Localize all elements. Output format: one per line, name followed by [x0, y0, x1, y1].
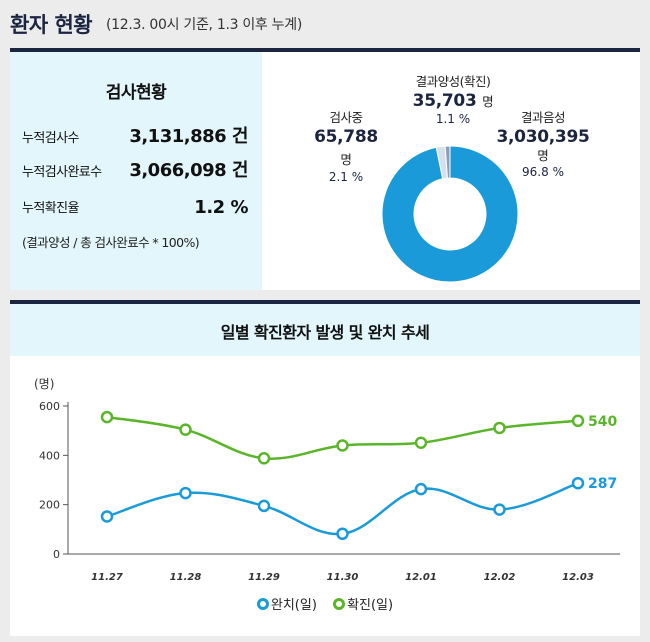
- series-line-0: [106, 482, 579, 536]
- positive-rate-label: 누적확진율: [22, 201, 79, 216]
- positive-rate-row: 누적확진율 1.2 %: [22, 194, 254, 218]
- y-tick-label-600: 600: [39, 400, 60, 413]
- x-tick-label-11.28: 11.28: [170, 572, 202, 583]
- testing-summary-box: 검사현황 누적검사수 3,131,886 건 누적검사완료수 3,066,098…: [10, 52, 262, 290]
- pie-label-testing-value: 65,788 명: [314, 127, 378, 168]
- pie-label-positive-percent: 1.1 %: [435, 112, 471, 127]
- positive-rate-value: 1.2 %: [194, 197, 248, 218]
- legend-item-recovered: 완치(일): [256, 594, 317, 613]
- daily-trend-panel: 일별 확진환자 발생 및 완치 추세 (명) 0 200 400 600 11.27 11.…: [10, 300, 640, 636]
- cumulative-tests-label: 누적검사수: [22, 131, 79, 146]
- legend-item-confirmed: 확진(일): [333, 594, 393, 613]
- series-1-point-12.03: [571, 414, 585, 428]
- cumulative-tests-value: 3,131,886 건: [129, 126, 248, 147]
- pie-label-positive-name: 결과양성(확진): [415, 74, 491, 89]
- x-tick-label-11.30: 11.30: [327, 572, 359, 583]
- positive-rate-note: (결과양성 / 총 검사완료수 * 100%): [22, 235, 200, 250]
- test-results-donut-chart: [381, 145, 519, 283]
- legend-confirmed-marker: [333, 598, 346, 610]
- pie-label-testing-percent: 2.1 %: [328, 170, 364, 185]
- page-title: 환자 현황: [10, 13, 93, 37]
- series-0-point-11.28: [179, 486, 192, 500]
- series-0-point-11.29: [257, 499, 271, 513]
- donut-slice-2: [444, 145, 451, 179]
- series-0-point-11.27: [100, 510, 114, 523]
- pie-label-testing: 검사중 65,788 명 2.1 %: [306, 110, 386, 186]
- donut-slice-0: [381, 145, 519, 283]
- y-tick-label-0: 0: [53, 548, 60, 561]
- trend-chart-header: 일별 확진환자 발생 및 완치 추세: [10, 304, 640, 356]
- trend-legend: 완치(일) 확진(일): [10, 594, 640, 618]
- legend-recovered-marker: [256, 598, 269, 610]
- pie-label-negative-name: 결과음성: [520, 110, 566, 125]
- page-subtitle: (12.3. 00시 기준, 1.3 이후 누계): [106, 17, 302, 33]
- series-1-point-11.30: [336, 439, 349, 452]
- series-0-point-12.02: [493, 503, 506, 516]
- series-0-point-11.30: [336, 527, 349, 541]
- series-0-point-12.03: [571, 476, 585, 490]
- pie-label-positive-value: 35,703 명: [412, 91, 494, 112]
- completed-tests-label: 누적검사완료수: [22, 165, 102, 180]
- completed-tests-row: 누적검사완료수 3,066,098 건: [22, 158, 254, 182]
- pie-label-negative-value: 3,030,395: [496, 127, 590, 148]
- x-tick-label-12.03: 12.03: [562, 572, 594, 583]
- x-tick-label-11.27: 11.27: [91, 572, 123, 583]
- completed-tests-value: 3,066,098 건: [129, 160, 248, 181]
- y-axis-label: (명): [34, 377, 54, 391]
- series-1-point-11.27: [100, 410, 114, 424]
- x-tick-label-11.29: 11.29: [248, 572, 280, 583]
- series-0-end-label: 287: [588, 476, 617, 492]
- testing-summary-title: 검사현황: [105, 83, 167, 103]
- series-1-end-label: 540: [588, 414, 617, 430]
- daily-trend-line-chart: (명) 0 200 400 600 11.27 11.28 11.29 11.30 12.01 12…: [34, 377, 620, 583]
- pie-label-negative-percent: 96.8 %: [522, 164, 564, 179]
- pie-label-testing-name: 검사중: [329, 110, 363, 125]
- x-tick-label-12.02: 12.02: [484, 572, 516, 583]
- testing-status-panel: 검사현황 누적검사수 3,131,886 건 누적검사완료수 3,066,098…: [10, 48, 640, 290]
- pie-label-negative-unit: 명: [537, 148, 549, 164]
- y-tick-label-400: 400: [39, 449, 60, 462]
- y-tick-label-200: 200: [39, 499, 60, 512]
- series-1-point-12.01: [414, 436, 428, 450]
- trend-chart-title: 일별 확진환자 발생 및 완치 추세: [220, 323, 430, 342]
- series-1-point-11.28: [179, 423, 192, 436]
- pie-label-negative: 결과음성 3,030,395 명 96.8 %: [488, 110, 598, 180]
- series-1-point-11.29: [257, 452, 271, 465]
- series-line-1: [106, 415, 579, 460]
- cumulative-tests-row: 누적검사수 3,131,886 건: [22, 124, 254, 148]
- x-tick-label-12.01: 12.01: [405, 572, 437, 583]
- series-0-point-12.01: [414, 482, 428, 496]
- pie-label-positive: 결과양성(확진) 35,703 명 1.1 %: [388, 74, 518, 128]
- series-1-point-12.02: [493, 421, 506, 435]
- page-header: 환자 현황 (12.3. 00시 기준, 1.3 이후 누계): [0, 0, 650, 46]
